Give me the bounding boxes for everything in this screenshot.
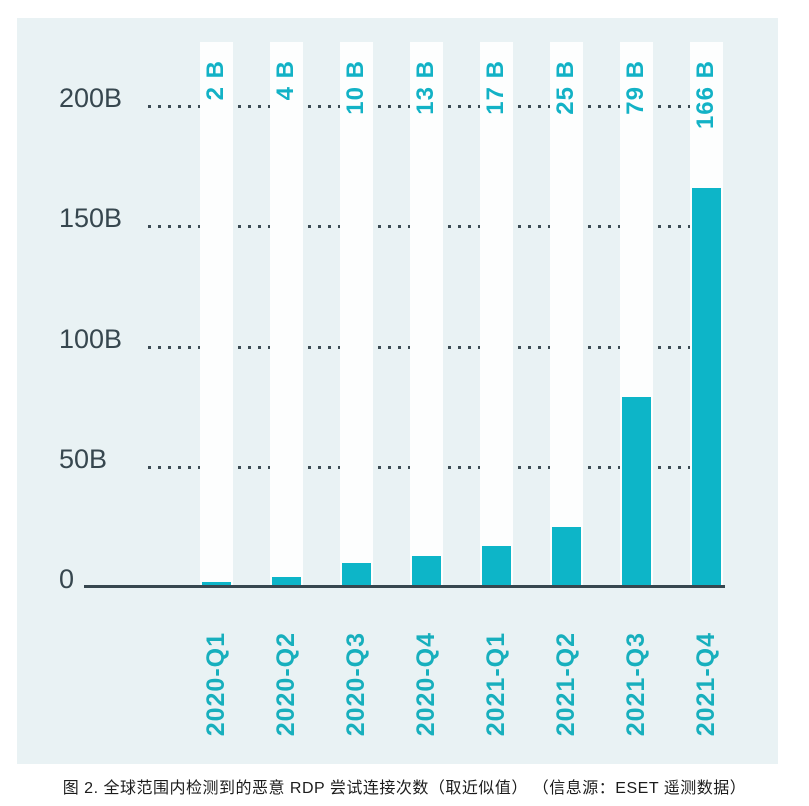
x-axis-label: 2020-Q2 [272,632,300,737]
bar [341,563,371,587]
x-axis-label: 2021-Q3 [622,632,650,737]
figure-caption: 图 2. 全球范围内检测到的恶意 RDP 尝试连接次数（取近似值） （信息源：E… [62,780,747,797]
bar [691,188,721,587]
chart-panel [17,18,778,764]
column-band [549,42,583,587]
bar-value-label: 166 B [692,60,719,130]
bar-value-label: 25 B [552,60,579,115]
bar-value-label: 13 B [412,60,439,115]
x-axis-label: 2020-Q1 [202,632,230,737]
y-axis-label: 100B [59,324,123,354]
bar [481,546,511,587]
bar-value-label: 10 B [342,60,369,115]
y-axis-label: 50B [59,444,108,474]
y-axis-label: 0 [59,564,75,594]
y-axis-label: 200B [59,83,123,113]
x-axis-line [84,585,725,588]
column-band [479,42,513,587]
x-axis-label: 2021-Q4 [692,632,720,737]
bar-value-label: 79 B [622,60,649,115]
column-band [409,42,443,587]
column-band [269,42,303,587]
column-band [199,42,233,587]
bar-value-label: 17 B [482,60,509,115]
bar [411,556,441,587]
bar-value-label: 2 B [202,60,229,101]
x-axis-label: 2021-Q1 [482,632,510,737]
y-axis-label: 150B [59,203,123,233]
bar [621,397,651,587]
x-axis-label: 2020-Q3 [342,632,370,737]
bar [551,527,581,587]
column-band [339,42,373,587]
bar-value-label: 4 B [272,60,299,101]
bar [201,582,231,587]
x-axis-label: 2020-Q4 [412,632,440,737]
bar [271,577,301,587]
x-axis-label: 2021-Q2 [552,632,580,737]
